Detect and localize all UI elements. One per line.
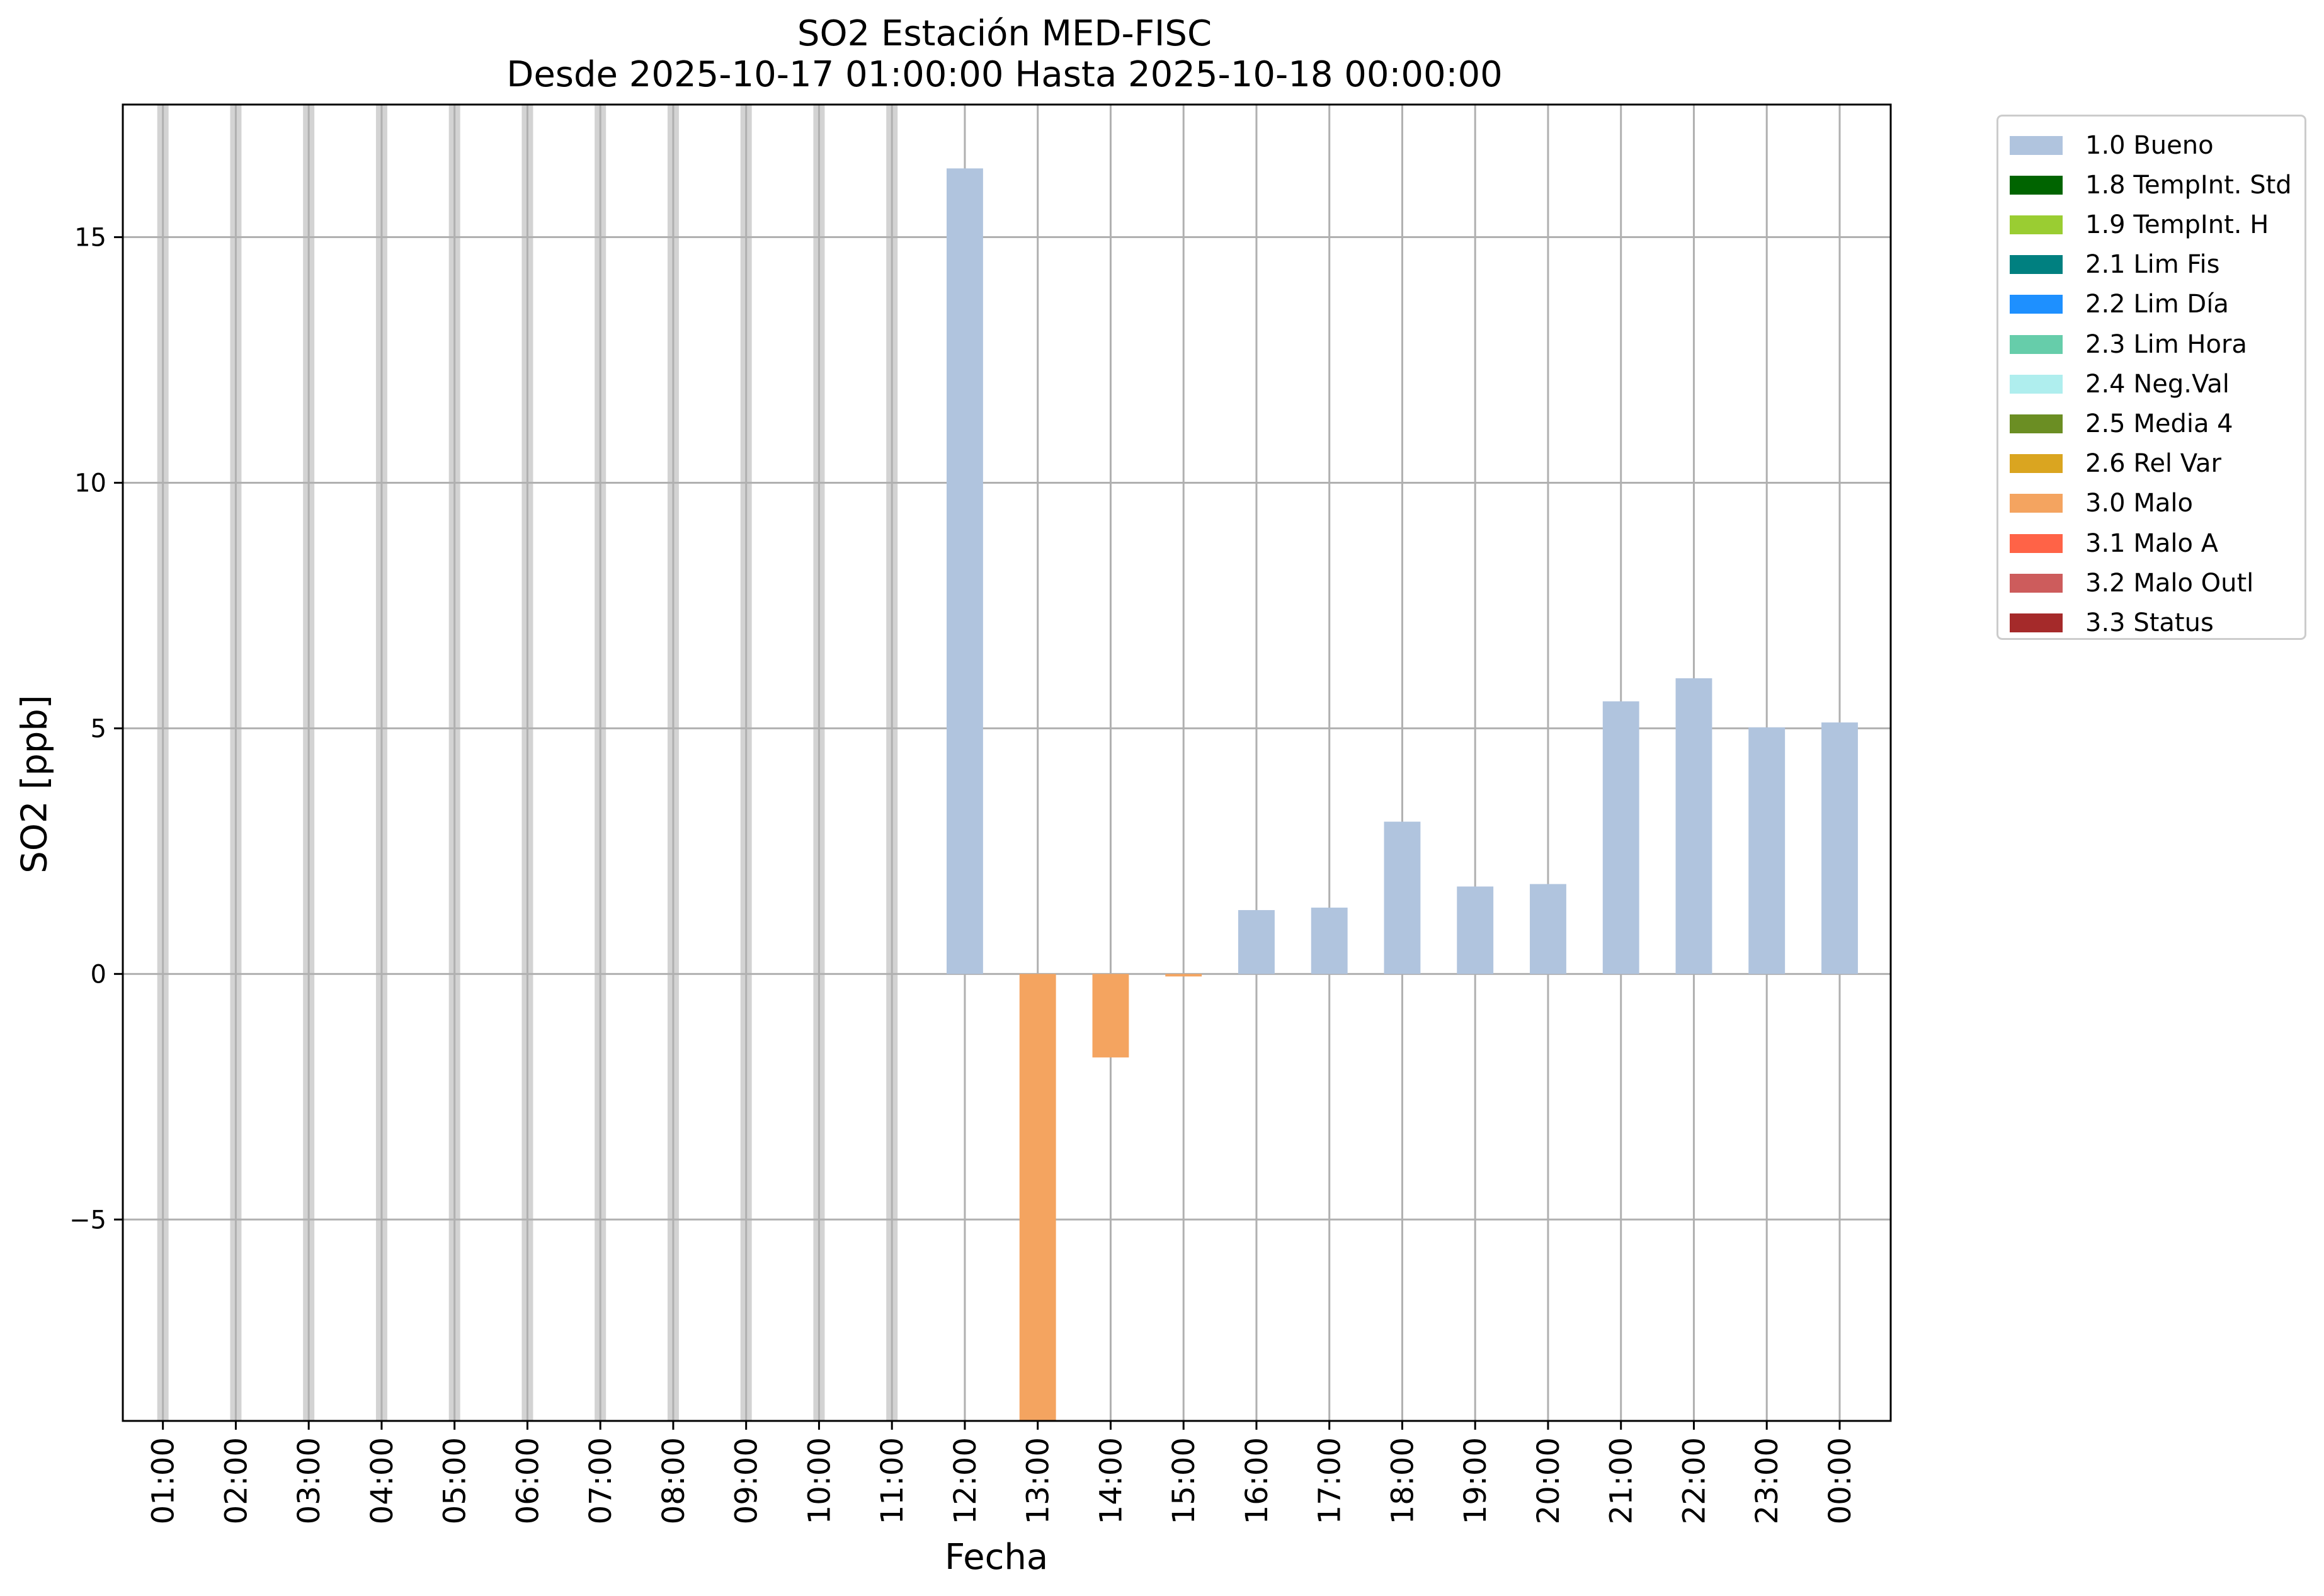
legend-entry: 2.3 Lim Hora	[2010, 324, 2247, 364]
bar	[1457, 886, 1494, 974]
x-tick-label: 15:00	[1166, 1437, 1202, 1524]
x-tick-label: 10:00	[802, 1437, 837, 1524]
legend-swatch	[2010, 533, 2063, 553]
bar	[1384, 821, 1421, 974]
x-tick-label: 04:00	[365, 1437, 400, 1524]
bar-chart: −5 0 5 10 15 01:00 02:00 03:00 04:00 05:00 06:00 07…	[69, 103, 1892, 1524]
legend-swatch	[2010, 573, 2063, 593]
legend-swatch	[2010, 135, 2063, 155]
y-tick-label: −5	[69, 1206, 106, 1234]
legend-entry: 1.0 Bueno	[2010, 125, 2214, 165]
x-tick-label: 05:00	[438, 1437, 473, 1524]
bar	[1165, 974, 1202, 977]
legend-entry: 2.5 Media 4	[2010, 404, 2233, 443]
chart-title: SO2 Estación MED-FISC	[797, 13, 1212, 54]
bar	[1821, 722, 1858, 974]
legend-swatch	[2010, 175, 2063, 195]
legend-entry: 3.3 Status	[2010, 603, 2214, 642]
bar	[1748, 727, 1786, 974]
legend-entry: 3.2 Malo Outl	[2010, 563, 2253, 603]
legend-entry: 3.1 Malo A	[2010, 523, 2218, 563]
bar	[1602, 701, 1639, 974]
x-tick-label: 07:00	[583, 1437, 618, 1524]
legend-label: 3.3 Status	[2085, 608, 2214, 637]
legend-swatch	[2010, 374, 2063, 394]
y-tick-label: 0	[91, 960, 106, 989]
x-tick-label: 03:00	[292, 1437, 327, 1524]
legend-label: 3.0 Malo	[2085, 489, 2193, 518]
legend-entry: 2.2 Lim Día	[2010, 285, 2229, 324]
x-tick-label: 21:00	[1604, 1437, 1639, 1524]
x-tick-label: 18:00	[1385, 1437, 1420, 1524]
legend-swatch	[2010, 215, 2063, 234]
legend-label: 2.3 Lim Hora	[2085, 329, 2247, 359]
legend-label: 2.5 Media 4	[2085, 409, 2233, 438]
x-tick-label: 00:00	[1823, 1437, 1858, 1524]
plot-frame	[122, 103, 1892, 1422]
x-axis-label: Fecha	[945, 1537, 1049, 1578]
bar	[947, 168, 983, 974]
x-tick-label: 06:00	[510, 1437, 545, 1524]
bar	[1019, 974, 1056, 1421]
legend: 1.0 Bueno 1.8 TempInt. Std 1.9 TempInt. H 2…	[1996, 115, 2306, 640]
x-tick-label: 23:00	[1750, 1437, 1785, 1524]
legend-swatch	[2010, 334, 2063, 354]
legend-label: 3.1 Malo A	[2085, 528, 2219, 558]
legend-entry: 2.6 Rel Var	[2010, 444, 2221, 484]
legend-swatch	[2010, 613, 2063, 632]
x-tick-label: 02:00	[219, 1437, 254, 1524]
x-tick-label: 14:00	[1093, 1437, 1129, 1524]
bar	[1675, 678, 1712, 974]
legend-swatch	[2010, 494, 2063, 513]
legend-entry: 3.0 Malo	[2010, 484, 2193, 523]
x-tick-label: 16:00	[1239, 1437, 1275, 1524]
x-tick-label: 17:00	[1313, 1437, 1348, 1524]
y-tick-label: 10	[74, 469, 106, 498]
x-tick-label: 20:00	[1531, 1437, 1566, 1524]
x-tick-label: 09:00	[729, 1437, 765, 1524]
legend-label: 3.2 Malo Outl	[2085, 568, 2254, 598]
legend-label: 2.2 Lim Día	[2085, 290, 2229, 319]
y-axis-label: SO2 [ppb]	[14, 695, 55, 874]
bar	[1092, 974, 1129, 1057]
x-tick-label: 13:00	[1021, 1437, 1056, 1524]
x-tick-label: 12:00	[948, 1437, 983, 1524]
bar	[1530, 884, 1566, 974]
legend-entry: 1.8 TempInt. Std	[2010, 165, 2292, 205]
legend-label: 2.6 Rel Var	[2085, 449, 2221, 479]
bar	[1238, 909, 1275, 974]
legend-entry: 1.9 TempInt. H	[2010, 205, 2269, 244]
x-tick-label: 01:00	[146, 1437, 181, 1524]
y-tick-label: 5	[91, 714, 106, 743]
legend-swatch	[2010, 454, 2063, 474]
legend-label: 1.9 TempInt. H	[2085, 210, 2269, 239]
legend-swatch	[2010, 295, 2063, 314]
x-tick-label: 11:00	[875, 1437, 910, 1524]
legend-swatch	[2010, 255, 2063, 275]
legend-label: 2.4 Neg.Val	[2085, 369, 2230, 399]
x-tick-label: 22:00	[1677, 1437, 1712, 1524]
chart-subtitle: Desde 2025-10-17 01:00:00 Hasta 2025-10-…	[506, 54, 1503, 95]
legend-swatch	[2010, 414, 2063, 433]
legend-entry: 2.4 Neg.Val	[2010, 364, 2230, 404]
bar	[1311, 908, 1348, 974]
x-tick-label: 08:00	[656, 1437, 692, 1524]
legend-label: 1.0 Bueno	[2085, 130, 2214, 160]
legend-label: 2.1 Lim Fis	[2085, 250, 2220, 280]
legend-entry: 2.1 Lim Fis	[2010, 245, 2219, 285]
legend-label: 1.8 TempInt. Std	[2085, 170, 2292, 200]
x-tick-label: 19:00	[1458, 1437, 1493, 1524]
y-tick-label: 15	[74, 224, 106, 253]
